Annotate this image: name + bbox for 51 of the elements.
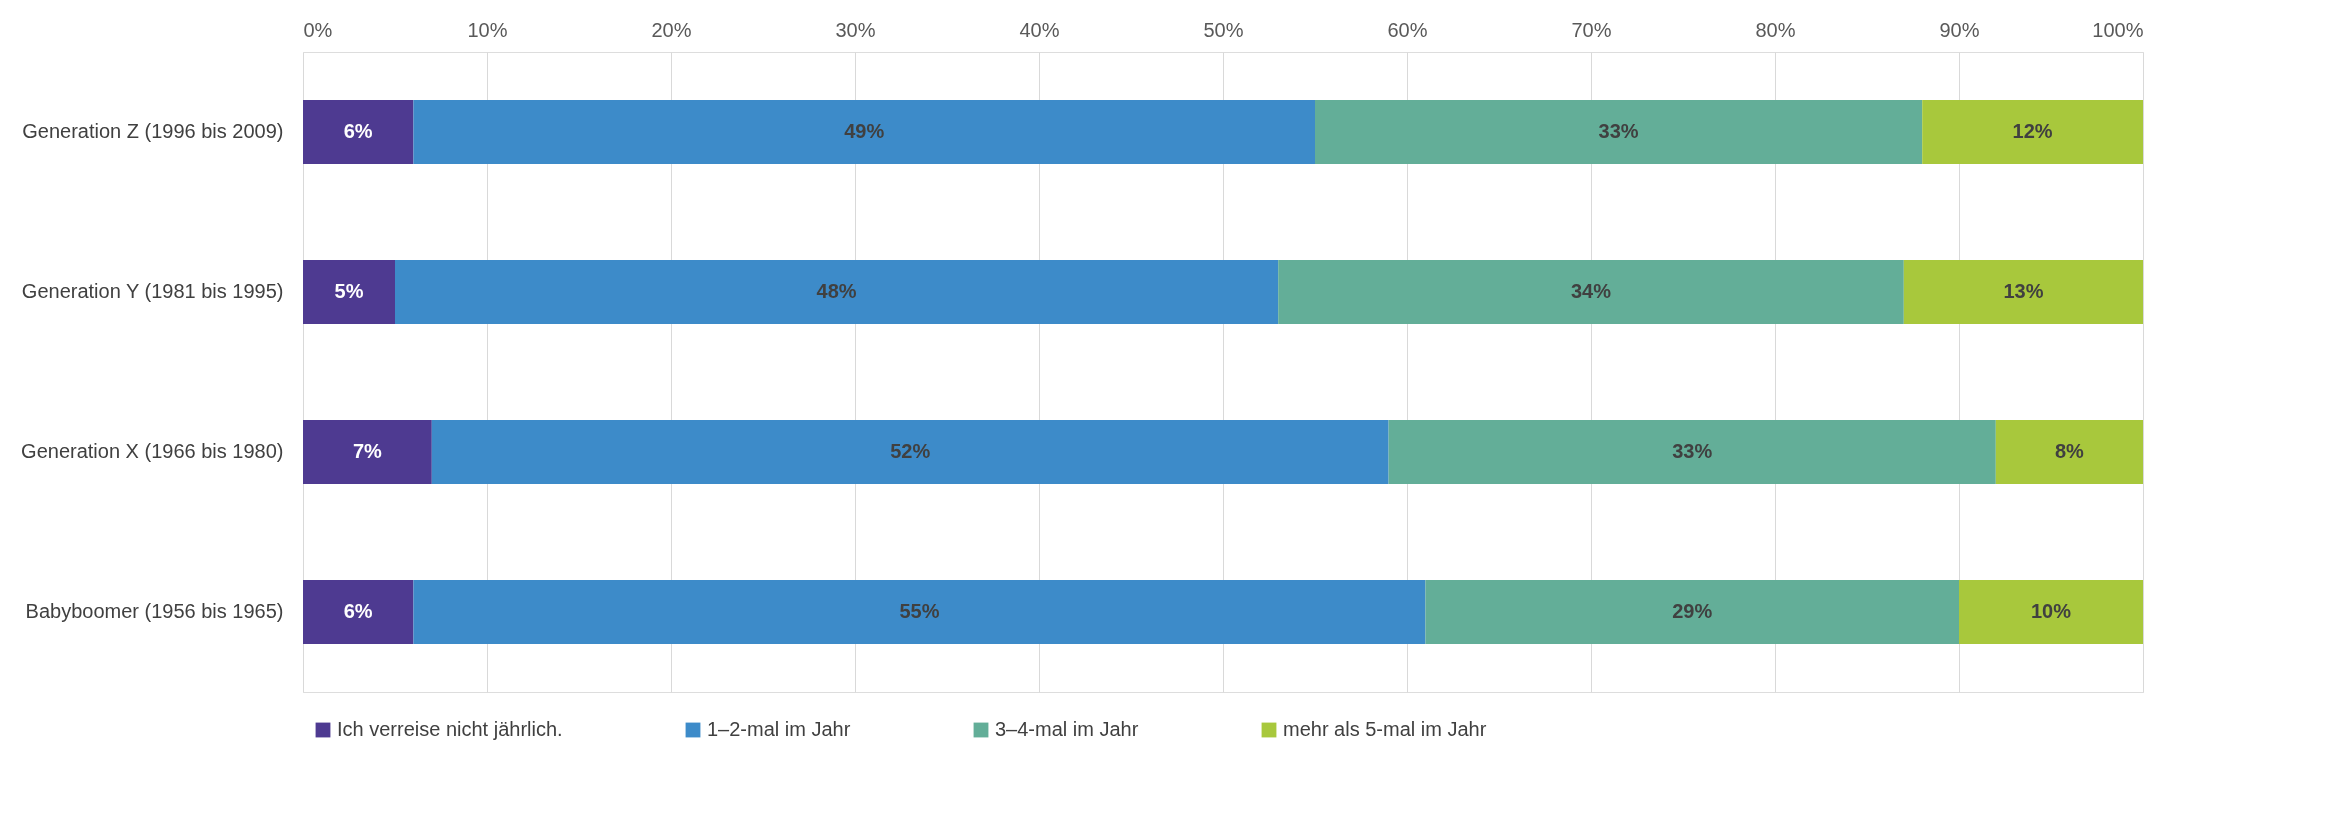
bar [303,260,395,324]
legend-label: mehr als 5-mal im Jahr [1283,718,1487,740]
bar [431,420,1389,484]
x-tick-label: 40% [1019,18,1060,41]
x-tick-label: 60% [1387,18,1428,41]
bar [1315,100,1923,164]
x-tick-label: 50% [1203,18,1244,41]
x-tick-label: 30% [835,18,876,41]
data-label: 48% [816,280,857,302]
data-label: 12% [2012,120,2053,142]
bar [1278,260,1904,324]
y-tick-label: Generation Y (1981 bis 1995) [21,280,284,302]
x-tick-label: 10% [467,18,508,41]
legend-label: 3–4-mal im Jahr [995,718,1139,740]
y-tick-label: Babyboomer (1956 bis 1965) [25,600,284,622]
bar [1388,420,1996,484]
bar [1425,580,1959,644]
bar [395,260,1279,324]
data-label: 13% [2003,280,2044,302]
y-tick-label: Generation Z (1996 bis 2009) [22,120,284,142]
bar [413,580,1426,644]
x-tick-label: 100% [2092,18,2144,41]
bar [303,580,414,644]
data-label: 8% [2054,440,2085,462]
y-tick-label: Generation X (1966 bis 1980) [21,440,284,462]
legend-label: 1–2-mal im Jahr [707,718,851,740]
data-label: 52% [890,440,931,462]
data-label: 6% [343,120,373,142]
data-label: 55% [899,600,940,622]
x-tick-label: 80% [1755,18,1796,41]
bar [303,420,432,484]
x-tick-label: 20% [651,18,692,41]
bar [1995,420,2143,484]
bar [1903,260,2143,324]
bar [303,100,414,164]
data-label: 5% [334,280,364,302]
x-tick-label: 70% [1571,18,1612,41]
data-label: 34% [1570,280,1612,302]
data-label: 6% [343,600,373,622]
bar [413,100,1315,164]
data-label: 7% [352,440,383,462]
bar [1922,100,2143,164]
legend-label: Ich verreise nicht jährlich. [337,718,563,740]
data-label: 33% [1598,120,1639,142]
bar [1959,580,2143,644]
data-label: 33% [1672,440,1713,462]
x-tick-label: 90% [1939,18,1980,41]
x-tick-label: 0% [303,18,333,41]
data-label: 10% [2030,600,2072,622]
data-label: 49% [844,120,885,142]
data-label: 29% [1672,600,1713,622]
